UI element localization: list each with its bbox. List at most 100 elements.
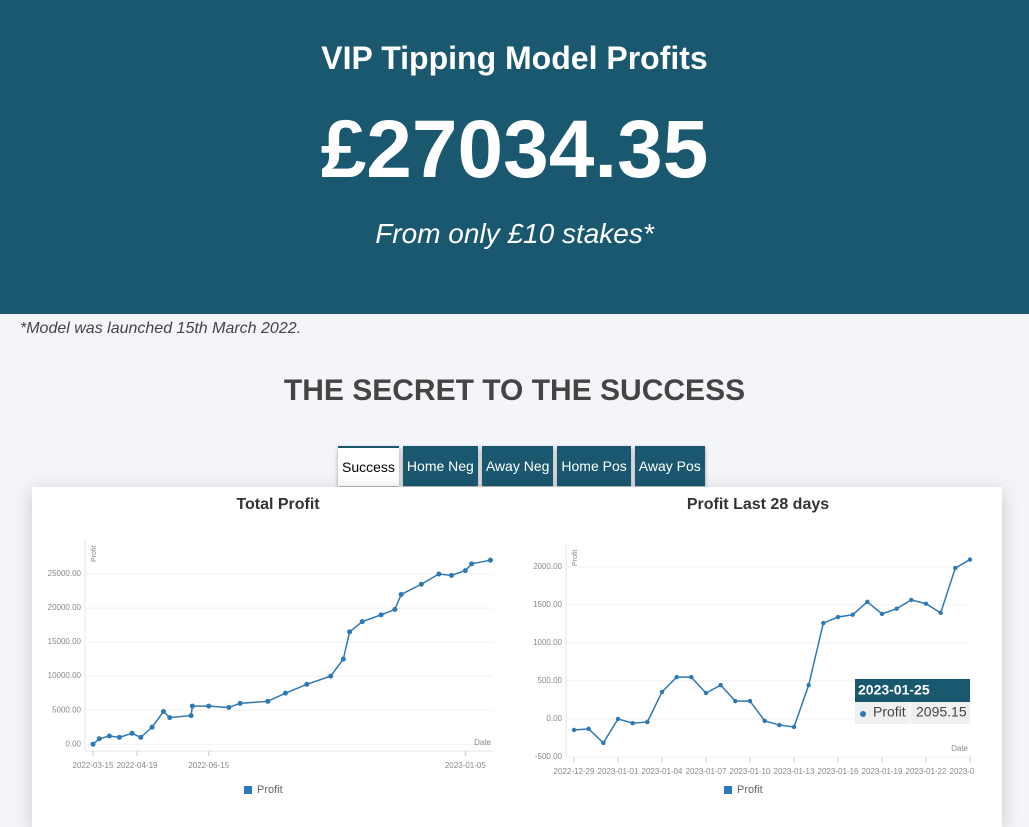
chart-title: Profit Last 28 days bbox=[687, 496, 829, 513]
tooltip-series: Profit bbox=[873, 704, 906, 720]
footnote: *Model was launched 15th March 2022. bbox=[20, 320, 302, 337]
tab-button[interactable]: Away Pos bbox=[634, 446, 705, 486]
data-point bbox=[777, 722, 782, 728]
data-point bbox=[879, 611, 885, 617]
y-tick-label: -500.00 bbox=[535, 752, 563, 761]
data-point bbox=[340, 656, 346, 662]
profit-amount: £27034.35 bbox=[320, 104, 709, 195]
x-tick-label: 2023-01-16 bbox=[818, 767, 859, 776]
tooltip-date: 2023-01-25 bbox=[858, 682, 930, 698]
tab-button[interactable]: Success bbox=[338, 446, 399, 486]
data-point bbox=[659, 689, 665, 695]
data-point bbox=[378, 612, 384, 618]
chart-card bbox=[32, 487, 1002, 827]
data-point bbox=[189, 703, 195, 709]
x-tick-label: 2022-12-29 bbox=[554, 767, 595, 776]
data-point bbox=[418, 581, 424, 587]
data-point bbox=[129, 730, 135, 736]
data-point bbox=[674, 674, 679, 680]
data-point bbox=[865, 599, 870, 605]
data-point bbox=[167, 715, 173, 721]
x-tick-label: 2023-01-01 bbox=[598, 767, 639, 776]
data-point bbox=[328, 673, 334, 679]
chart: Profit Last 28 days -500.00 0.00 500.00 1000… bbox=[533, 496, 991, 796]
series-line bbox=[573, 558, 971, 745]
data-point bbox=[689, 674, 694, 680]
data-point bbox=[630, 720, 635, 726]
data-point bbox=[747, 698, 753, 704]
x-tick-label: 2023-01-04 bbox=[642, 767, 683, 776]
tooltip-dot bbox=[860, 711, 866, 717]
data-point bbox=[398, 591, 404, 597]
x-axis-label: Date bbox=[474, 738, 491, 747]
data-point bbox=[645, 719, 650, 725]
data-point bbox=[469, 561, 475, 567]
data-point bbox=[226, 704, 232, 710]
tooltip-body-bg bbox=[855, 702, 970, 724]
legend-swatch bbox=[244, 786, 252, 794]
x-tick-label: 2022-06-15 bbox=[188, 761, 229, 770]
data-point bbox=[138, 734, 144, 740]
data-point bbox=[392, 606, 398, 612]
x-tick-label: 2023-01-10 bbox=[730, 767, 771, 776]
data-point bbox=[586, 726, 591, 732]
chart-title: Total Profit bbox=[236, 496, 320, 513]
y-tick-label: 20000.00 bbox=[48, 603, 82, 612]
x-tick-label: 2022-04-19 bbox=[117, 761, 158, 770]
x-tick-label: 2023-01-25 bbox=[950, 767, 991, 776]
section-title: THE SECRET TO THE SUCCESS bbox=[283, 374, 746, 407]
data-point bbox=[237, 700, 243, 706]
data-point bbox=[90, 741, 96, 747]
data-point bbox=[282, 690, 288, 696]
data-point bbox=[894, 606, 899, 611]
y-tick-label: 15000.00 bbox=[48, 637, 82, 646]
data-point bbox=[733, 698, 738, 704]
data-point bbox=[806, 682, 811, 688]
x-tick-label: 2023-01-13 bbox=[774, 767, 815, 776]
y-tick-label: 25000.00 bbox=[48, 569, 82, 578]
tooltip: 2023-01-25 Profit 2095.15 bbox=[855, 679, 970, 724]
data-point bbox=[909, 597, 914, 603]
y-axis-label: Profit bbox=[91, 546, 98, 562]
x-tick-label: 2023-01-07 bbox=[686, 767, 727, 776]
data-point bbox=[304, 681, 310, 687]
series-line bbox=[92, 559, 491, 745]
y-tick-label: 0.00 bbox=[546, 714, 562, 723]
data-point bbox=[571, 727, 577, 733]
data-point bbox=[206, 703, 212, 709]
tab-button[interactable]: Away Neg bbox=[481, 446, 554, 486]
legend-label: Profit bbox=[737, 784, 763, 796]
tooltip-header-bg bbox=[855, 679, 970, 702]
x-axis-label: Date bbox=[951, 744, 968, 753]
data-point bbox=[448, 572, 454, 578]
hero-title: VIP Tipping Model Profits bbox=[321, 40, 708, 76]
data-point bbox=[347, 629, 353, 635]
data-point bbox=[835, 614, 841, 620]
y-tick-label: 10000.00 bbox=[48, 671, 82, 680]
data-point bbox=[601, 740, 606, 746]
x-tick-label: 2023-01-05 bbox=[445, 761, 486, 770]
y-tick-label: 1000.00 bbox=[533, 638, 562, 647]
x-tick-label: 2023-01-22 bbox=[906, 767, 947, 776]
hero-subtitle: From only £10 stakes* bbox=[375, 218, 654, 249]
y-tick-label: 2000.00 bbox=[533, 562, 562, 571]
data-point bbox=[265, 698, 271, 704]
tooltip-value: 2095.15 bbox=[916, 704, 967, 720]
data-point bbox=[436, 571, 442, 577]
data-point bbox=[762, 718, 767, 724]
y-tick-label: 5000.00 bbox=[52, 705, 81, 714]
data-point bbox=[615, 716, 621, 722]
legend-label: Profit bbox=[257, 784, 283, 796]
tab-button[interactable]: Home Neg bbox=[402, 446, 478, 486]
data-point bbox=[116, 734, 122, 740]
data-point bbox=[967, 557, 973, 562]
data-point bbox=[188, 713, 194, 719]
tab-button[interactable]: Home Pos bbox=[557, 446, 631, 486]
data-point bbox=[149, 724, 155, 730]
data-point bbox=[938, 610, 943, 616]
data-point bbox=[703, 690, 709, 696]
y-axis-label: Profit bbox=[572, 550, 579, 566]
y-tick-label: 1500.00 bbox=[533, 600, 562, 609]
